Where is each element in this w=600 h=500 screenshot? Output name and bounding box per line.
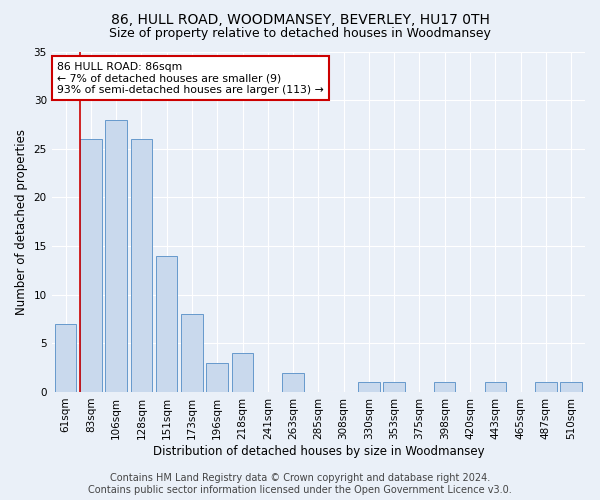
Bar <box>232 353 253 392</box>
Bar <box>535 382 557 392</box>
Text: 86 HULL ROAD: 86sqm
← 7% of detached houses are smaller (9)
93% of semi-detached: 86 HULL ROAD: 86sqm ← 7% of detached hou… <box>57 62 324 95</box>
Bar <box>106 120 127 392</box>
Y-axis label: Number of detached properties: Number of detached properties <box>15 128 28 314</box>
Bar <box>55 324 76 392</box>
X-axis label: Distribution of detached houses by size in Woodmansey: Distribution of detached houses by size … <box>152 444 484 458</box>
Bar <box>434 382 455 392</box>
Text: 86, HULL ROAD, WOODMANSEY, BEVERLEY, HU17 0TH: 86, HULL ROAD, WOODMANSEY, BEVERLEY, HU1… <box>110 12 490 26</box>
Text: Size of property relative to detached houses in Woodmansey: Size of property relative to detached ho… <box>109 28 491 40</box>
Bar <box>283 372 304 392</box>
Bar <box>358 382 380 392</box>
Bar <box>181 314 203 392</box>
Bar <box>131 139 152 392</box>
Bar <box>560 382 582 392</box>
Bar <box>383 382 405 392</box>
Bar <box>80 139 101 392</box>
Bar <box>156 256 178 392</box>
Text: Contains HM Land Registry data © Crown copyright and database right 2024.
Contai: Contains HM Land Registry data © Crown c… <box>88 474 512 495</box>
Bar <box>485 382 506 392</box>
Bar <box>206 363 228 392</box>
